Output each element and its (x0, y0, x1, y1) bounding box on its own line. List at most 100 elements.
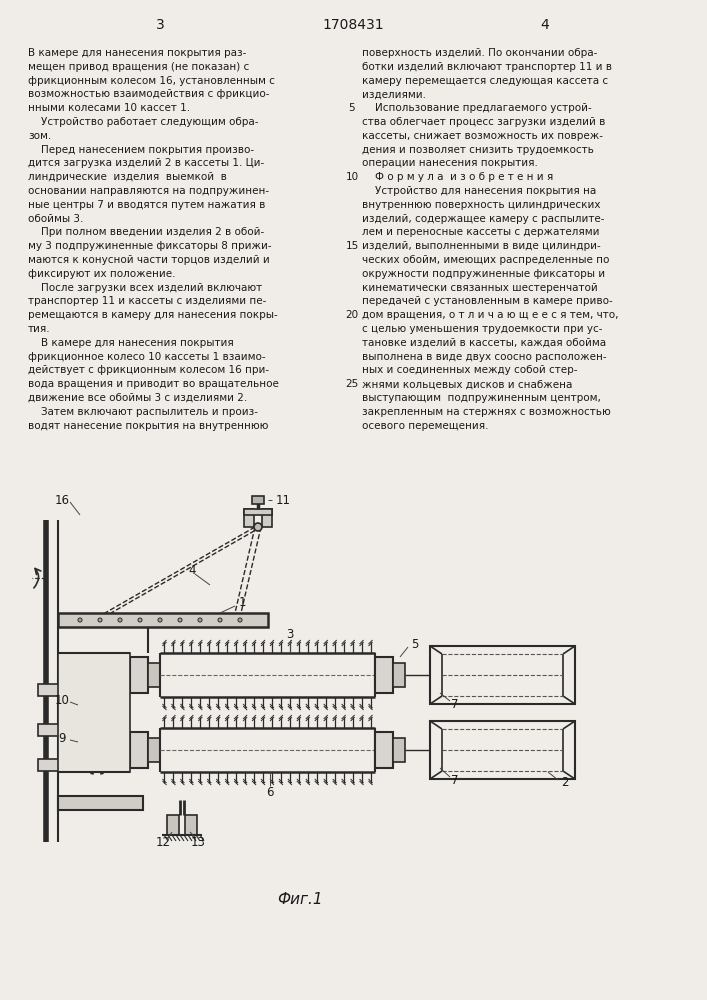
Text: му 3 подпружиненные фиксаторы 8 прижи-: му 3 подпружиненные фиксаторы 8 прижи- (28, 241, 271, 251)
Bar (244, 509, 254, 527)
Text: основании направляются на подпружинен-: основании направляются на подпружинен- (28, 186, 269, 196)
Bar (393, 663, 405, 687)
Text: 15: 15 (346, 241, 358, 251)
Text: Ф о р м у л а  и з о б р е т е н и я: Ф о р м у л а и з о б р е т е н и я (362, 172, 554, 182)
Text: Затем включают распылитель и произ-: Затем включают распылитель и произ- (28, 407, 258, 417)
Text: Устройство для нанесения покрытия на: Устройство для нанесения покрытия на (362, 186, 596, 196)
Circle shape (178, 618, 182, 622)
Text: внутреннюю поверхность цилиндрических: внутреннюю поверхность цилиндрических (362, 200, 600, 210)
Text: 10: 10 (346, 172, 358, 182)
Text: ремещаются в камеру для нанесения покры-: ремещаются в камеру для нанесения покры- (28, 310, 278, 320)
Text: Перед нанесением покрытия произво-: Перед нанесением покрытия произво- (28, 145, 254, 155)
Text: изделий, содержащее камеру с распылите-: изделий, содержащее камеру с распылите- (362, 214, 604, 224)
Bar (38, 724, 66, 736)
Text: 5: 5 (411, 639, 419, 652)
Text: 4: 4 (188, 564, 196, 576)
Text: жнями кольцевых дисков и снабжена: жнями кольцевых дисков и снабжена (362, 379, 573, 389)
Text: мещен привод вращения (не показан) с: мещен привод вращения (не показан) с (28, 62, 250, 72)
Circle shape (158, 618, 162, 622)
Text: 13: 13 (191, 836, 206, 848)
Text: 1708431: 1708431 (322, 18, 384, 32)
Text: изделиями.: изделиями. (362, 89, 426, 99)
Text: 4: 4 (541, 18, 549, 32)
Text: камеру перемещается следующая кассета с: камеру перемещается следующая кассета с (362, 76, 608, 86)
Text: изделий, выполненными в виде цилиндри-: изделий, выполненными в виде цилиндри- (362, 241, 601, 251)
Circle shape (238, 618, 242, 622)
Text: маются к конусной части торцов изделий и: маются к конусной части торцов изделий и (28, 255, 270, 265)
Text: В камере для нанесения покрытия раз-: В камере для нанесения покрытия раз- (28, 48, 246, 58)
Text: закрепленным на стержнях с возможностью: закрепленным на стержнях с возможностью (362, 407, 611, 417)
Text: 3: 3 (156, 18, 164, 32)
Text: действует с фрикционным колесом 16 при-: действует с фрикционным колесом 16 при- (28, 365, 269, 375)
Text: линдрические  изделия  выемкой  в: линдрические изделия выемкой в (28, 172, 227, 182)
Text: кинематически связанных шестеренчатой: кинематически связанных шестеренчатой (362, 283, 597, 293)
Text: зом.: зом. (28, 131, 51, 141)
Text: Использование предлагаемого устрой-: Использование предлагаемого устрой- (362, 103, 592, 113)
Text: окружности подпружиненные фиксаторы и: окружности подпружиненные фиксаторы и (362, 269, 605, 279)
Bar (430, 646, 575, 704)
Text: нными колесами 10 кассет 1.: нными колесами 10 кассет 1. (28, 103, 190, 113)
Bar (375, 732, 393, 768)
Circle shape (254, 523, 262, 531)
Bar (148, 663, 160, 687)
Bar (167, 815, 179, 835)
Text: 16: 16 (54, 493, 69, 506)
Circle shape (198, 618, 202, 622)
Bar (393, 738, 405, 762)
Bar (58, 613, 268, 627)
Text: лем и переносные кассеты с держателями: лем и переносные кассеты с держателями (362, 227, 600, 237)
Text: 5: 5 (349, 103, 356, 113)
Text: возможностью взаимодействия с фрикцио-: возможностью взаимодействия с фрикцио- (28, 89, 269, 99)
Bar (185, 815, 197, 835)
Text: 7: 7 (451, 774, 459, 786)
Text: 9: 9 (58, 732, 66, 744)
Text: операции нанесения покрытия.: операции нанесения покрытия. (362, 158, 538, 168)
Text: Устройство работает следующим обра-: Устройство работает следующим обра- (28, 117, 259, 127)
Text: тия.: тия. (28, 324, 51, 334)
Text: 1: 1 (238, 595, 246, 608)
Bar (58, 653, 130, 772)
Text: фрикционным колесом 16, установленным с: фрикционным колесом 16, установленным с (28, 76, 275, 86)
Bar (130, 732, 148, 768)
Bar (262, 509, 272, 527)
Text: В камере для нанесения покрытия: В камере для нанесения покрытия (28, 338, 234, 348)
Bar (58, 796, 143, 810)
Bar (38, 684, 66, 696)
Text: ных и соединенных между собой стер-: ных и соединенных между собой стер- (362, 365, 578, 375)
Text: 7: 7 (451, 698, 459, 710)
Text: ческих обойм, имеющих распределенные по: ческих обойм, имеющих распределенные по (362, 255, 609, 265)
Text: передачей с установленным в камере приво-: передачей с установленным в камере приво… (362, 296, 613, 306)
Text: 6: 6 (267, 786, 274, 798)
Text: 25: 25 (346, 379, 358, 389)
Bar (148, 738, 160, 762)
Text: транспортер 11 и кассеты с изделиями пе-: транспортер 11 и кассеты с изделиями пе- (28, 296, 267, 306)
Circle shape (138, 618, 142, 622)
Text: выступающим  подпружиненным центром,: выступающим подпружиненным центром, (362, 393, 601, 403)
Text: ства облегчает процесс загрузки изделий в: ства облегчает процесс загрузки изделий … (362, 117, 605, 127)
Bar (244, 509, 272, 515)
Text: тановке изделий в кассеты, каждая обойма: тановке изделий в кассеты, каждая обойма (362, 338, 606, 348)
Text: поверхность изделий. По окончании обра-: поверхность изделий. По окончании обра- (362, 48, 597, 58)
Text: дом вращения, о т л и ч а ю щ е е с я тем, что,: дом вращения, о т л и ч а ю щ е е с я те… (362, 310, 619, 320)
Bar (430, 721, 575, 779)
Text: После загрузки всех изделий включают: После загрузки всех изделий включают (28, 283, 262, 293)
Bar (375, 657, 393, 693)
Text: выполнена в виде двух соосно расположен-: выполнена в виде двух соосно расположен- (362, 352, 607, 362)
Text: При полном введении изделия 2 в обой-: При полном введении изделия 2 в обой- (28, 227, 264, 237)
Text: водят нанесение покрытия на внутреннюю: водят нанесение покрытия на внутреннюю (28, 421, 269, 431)
Text: кассеты, снижает возможность их повреж-: кассеты, снижает возможность их повреж- (362, 131, 603, 141)
Circle shape (98, 618, 102, 622)
Text: 20: 20 (346, 310, 358, 320)
Text: обоймы 3.: обоймы 3. (28, 214, 83, 224)
Text: Фиг.1: Фиг.1 (277, 892, 323, 908)
Text: 10: 10 (54, 694, 69, 706)
Text: ботки изделий включают транспортер 11 и в: ботки изделий включают транспортер 11 и … (362, 62, 612, 72)
Text: с целью уменьшения трудоемкости при ус-: с целью уменьшения трудоемкости при ус- (362, 324, 602, 334)
Text: 2: 2 (561, 776, 568, 788)
Text: вода вращения и приводит во вращательное: вода вращения и приводит во вращательное (28, 379, 279, 389)
Text: 12: 12 (156, 836, 170, 848)
Circle shape (118, 618, 122, 622)
Bar (252, 496, 264, 504)
Text: фрикционное колесо 10 кассеты 1 взаимо-: фрикционное колесо 10 кассеты 1 взаимо- (28, 352, 266, 362)
Bar (38, 759, 66, 771)
